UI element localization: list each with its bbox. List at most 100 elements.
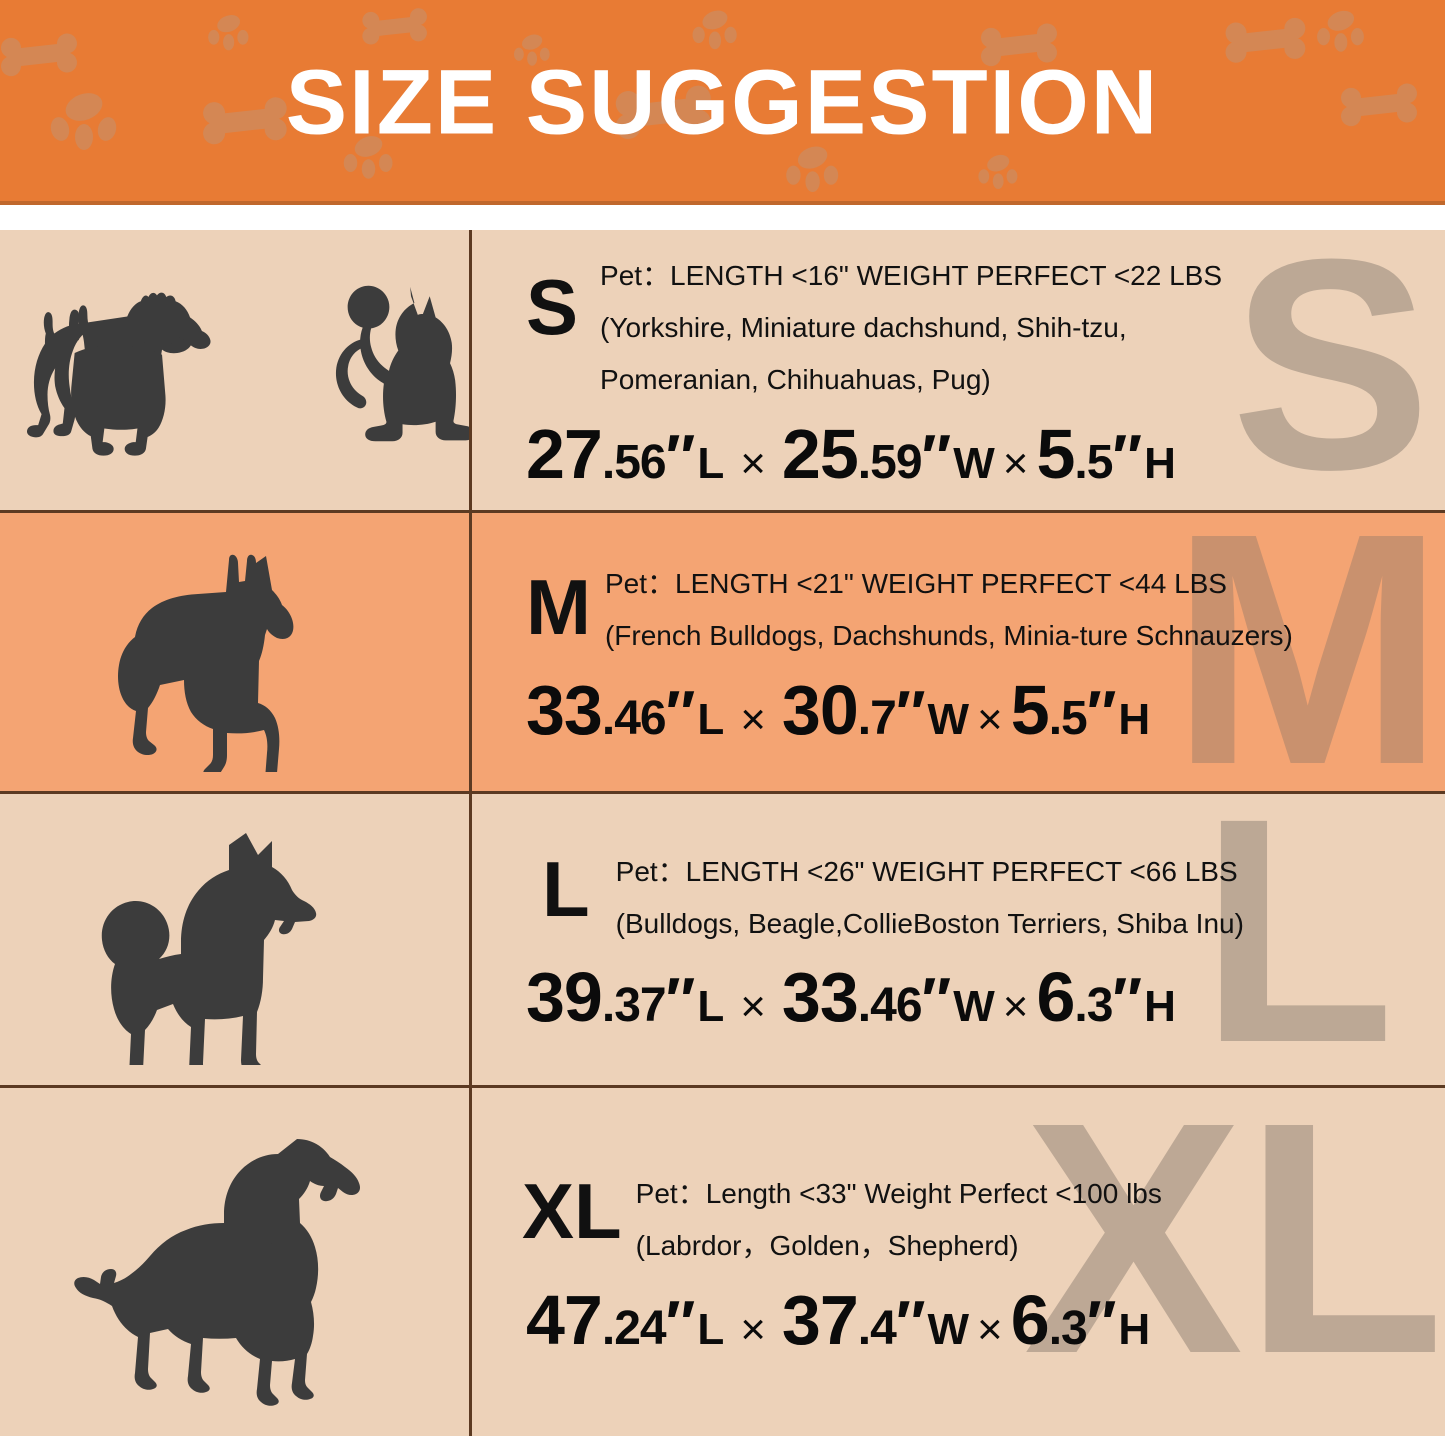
size-label-m: M bbox=[526, 563, 591, 652]
size-label-s: S bbox=[526, 263, 579, 352]
width-axis-xl: W bbox=[927, 1304, 970, 1354]
width-axis-s: W bbox=[953, 438, 995, 488]
table-row: S S Pet：LENGTH <16" WEIGHT PERFECT <22 L… bbox=[0, 230, 1445, 513]
height-frac-s: .5 bbox=[1074, 435, 1113, 489]
pet-spec-m: Pet：LENGTH <21" WEIGHT PERFECT <44 LBS bbox=[604, 568, 1227, 600]
sitting-cat-icon bbox=[336, 285, 469, 442]
height-frac-l: .3 bbox=[1074, 979, 1113, 1033]
width-whole-s: 25 bbox=[781, 414, 859, 493]
height-axis-m: H bbox=[1118, 694, 1151, 744]
height-whole-m: 5 bbox=[1010, 670, 1050, 749]
times-1-s: × bbox=[740, 438, 766, 488]
chart-title: SIZE SUGGESTION bbox=[285, 51, 1160, 153]
golden-retriever-icon bbox=[73, 1139, 360, 1406]
length-frac-m: .46 bbox=[601, 691, 667, 745]
height-whole-xl: 6 bbox=[1010, 1280, 1050, 1359]
size-description-l: Pet：LENGTH <26" WEIGHT PERFECT <66 LBS (… bbox=[616, 842, 1445, 950]
table-row: M M Pet：LENGTH <21" WEIGHT PERFECT <44 L… bbox=[0, 513, 1445, 794]
height-axis-xl: H bbox=[1118, 1304, 1151, 1354]
times-1-m: × bbox=[740, 694, 766, 744]
info-cell-m: M M Pet：LENGTH <21" WEIGHT PERFECT <44 L… bbox=[472, 513, 1445, 791]
length-axis-l: L bbox=[697, 982, 725, 1032]
size-label-xl: XL bbox=[522, 1167, 622, 1256]
size-label-l: L bbox=[542, 844, 590, 933]
dimensions-xl: 47.24 ″ L × 37.4 ″ W × 6.3 ″ H bbox=[500, 1280, 1445, 1360]
width-prime-l: ″ bbox=[921, 966, 952, 1036]
height-frac-xl: .3 bbox=[1048, 1301, 1088, 1355]
times-2-l: × bbox=[1002, 982, 1029, 1032]
width-prime-m: ″ bbox=[895, 678, 926, 748]
size-description-xl: Pet：Length <33" Weight Perfect <100 lbs … bbox=[636, 1164, 1445, 1272]
length-whole-m: 33 bbox=[526, 670, 603, 749]
table-row: L L Pet：LENGTH <26" WEIGHT PERFECT <66 L… bbox=[0, 794, 1445, 1088]
shiba-inu-icon bbox=[101, 832, 316, 1065]
height-prime-xl: ″ bbox=[1086, 1288, 1117, 1358]
width-prime-xl: ″ bbox=[895, 1288, 926, 1358]
breeds-line1-xl: (Labrdor，Golden，Shepherd) bbox=[635, 1230, 1019, 1261]
paw-bone-pattern bbox=[1, 8, 1417, 192]
length-axis-m: L bbox=[697, 694, 725, 744]
width-axis-m: W bbox=[927, 694, 970, 744]
height-whole-l: 6 bbox=[1036, 958, 1075, 1037]
dimensions-m: 33.46 ″ L × 30.7 ″ W × 5.5 ″ H bbox=[500, 670, 1445, 750]
pet-spec-l: Pet：LENGTH <26" WEIGHT PERFECT <66 LBS bbox=[615, 855, 1238, 887]
length-prime-xl: ″ bbox=[665, 1288, 696, 1358]
pet-silhouette-cell-s bbox=[0, 230, 472, 510]
length-prime-s: ″ bbox=[665, 422, 696, 492]
height-prime-s: ″ bbox=[1112, 422, 1143, 492]
width-frac-s: .59 bbox=[857, 435, 923, 489]
pet-silhouette-cell-m bbox=[0, 513, 472, 791]
dimensions-s: 27.56 ″ L × 25.59 ″ W × 5.5 ″ H bbox=[500, 414, 1445, 494]
breeds-line1-m: (French Bulldogs, Dachshunds, Minia-ture… bbox=[604, 620, 1293, 651]
size-rows: S S Pet：LENGTH <16" WEIGHT PERFECT <22 L… bbox=[0, 230, 1445, 1436]
breeds-line2-s: Pomeranian, Chihuahuas, Pug) bbox=[600, 363, 991, 395]
length-frac-s: .56 bbox=[601, 435, 667, 489]
pet-silhouette-cell-xl bbox=[0, 1088, 472, 1436]
width-frac-l: .46 bbox=[857, 979, 923, 1033]
pet-spec-xl: Pet：Length <33" Weight Perfect <100 lbs bbox=[635, 1178, 1162, 1210]
pet-spec-s: Pet：LENGTH <16" WEIGHT PERFECT <22 LBS bbox=[600, 260, 1223, 292]
length-prime-m: ″ bbox=[665, 678, 696, 748]
info-cell-s: S S Pet：LENGTH <16" WEIGHT PERFECT <22 L… bbox=[472, 230, 1445, 510]
times-2-xl: × bbox=[977, 1304, 1003, 1354]
info-cell-l: L L Pet：LENGTH <26" WEIGHT PERFECT <66 L… bbox=[472, 794, 1445, 1085]
times-1-xl: × bbox=[740, 1304, 766, 1354]
length-prime-l: ″ bbox=[665, 966, 696, 1036]
width-frac-m: .7 bbox=[857, 691, 897, 745]
length-frac-l: .37 bbox=[601, 979, 667, 1033]
table-row: XL XL Pet：Length <33" Weight Perfect <10… bbox=[0, 1088, 1445, 1436]
height-prime-m: ″ bbox=[1086, 678, 1117, 748]
length-axis-s: L bbox=[697, 438, 725, 488]
times-2-s: × bbox=[1002, 438, 1029, 488]
length-axis-xl: L bbox=[697, 1304, 725, 1354]
terrier-dog-icon bbox=[26, 292, 211, 456]
chart-header: SIZE SUGGESTION bbox=[0, 0, 1445, 205]
header-gap bbox=[0, 205, 1445, 230]
header-underline bbox=[0, 201, 1445, 205]
times-2-m: × bbox=[977, 694, 1003, 744]
height-axis-l: H bbox=[1144, 982, 1176, 1032]
size-description-m: Pet：LENGTH <21" WEIGHT PERFECT <44 LBS (… bbox=[605, 554, 1445, 662]
width-prime-s: ″ bbox=[921, 422, 952, 492]
length-frac-xl: .24 bbox=[601, 1301, 667, 1355]
breeds-line1-s: (Yorkshire, Miniature dachshund, Shih-tz… bbox=[600, 312, 1127, 344]
length-whole-xl: 47 bbox=[526, 1280, 603, 1359]
height-frac-m: .5 bbox=[1048, 691, 1088, 745]
dimensions-l: 39.37 ″ L × 33.46 ″ W × 6.3 ″ H bbox=[500, 957, 1445, 1037]
size-description-s: Pet：LENGTH <16" WEIGHT PERFECT <22 LBS (… bbox=[600, 246, 1445, 405]
width-axis-l: W bbox=[953, 982, 995, 1032]
length-whole-l: 39 bbox=[526, 958, 603, 1037]
width-whole-m: 30 bbox=[781, 670, 859, 749]
height-axis-s: H bbox=[1144, 438, 1176, 488]
info-cell-xl: XL XL Pet：Length <33" Weight Perfect <10… bbox=[472, 1088, 1445, 1436]
pet-silhouette-cell-l bbox=[0, 794, 472, 1085]
height-prime-l: ″ bbox=[1112, 966, 1143, 1036]
french-bulldog-icon bbox=[117, 554, 293, 772]
width-whole-xl: 37 bbox=[781, 1280, 859, 1359]
times-1-l: × bbox=[740, 982, 766, 1032]
breeds-line1-l: (Bulldogs, Beagle,CollieBoston Terriers,… bbox=[615, 907, 1244, 939]
height-whole-s: 5 bbox=[1036, 414, 1075, 493]
width-frac-xl: .4 bbox=[857, 1301, 897, 1355]
width-whole-l: 33 bbox=[781, 958, 859, 1037]
